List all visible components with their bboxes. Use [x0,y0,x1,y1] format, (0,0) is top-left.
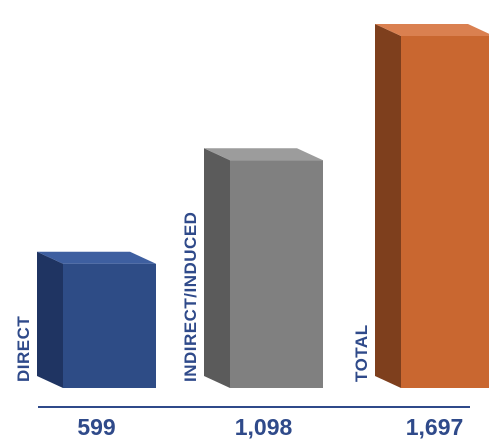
category-label: DIRECT [14,316,33,382]
bar-front-face [230,160,323,388]
value-label: 1,697 [406,414,464,440]
value-label: 599 [77,414,115,440]
bars-layer [37,24,489,388]
bar-side-face [204,148,230,388]
bar-side-face [375,24,401,388]
bar-top-face [37,251,156,264]
bar-top-face [375,24,489,36]
category-labels: DIRECT INDIRECT/INDUCED TOTAL [14,212,371,382]
bar-1 [37,251,156,388]
bar-side-face [37,251,63,388]
bar-front-face [401,36,489,388]
value-labels: 599 1,098 1,697 [77,414,463,440]
bar-3 [375,24,489,388]
category-label: TOTAL [352,324,371,382]
bar-front-face [63,263,156,388]
value-label: 1,098 [235,414,293,440]
bar-top-face [204,148,323,161]
category-label: INDIRECT/INDUCED [181,212,200,382]
bar-2 [204,148,323,388]
